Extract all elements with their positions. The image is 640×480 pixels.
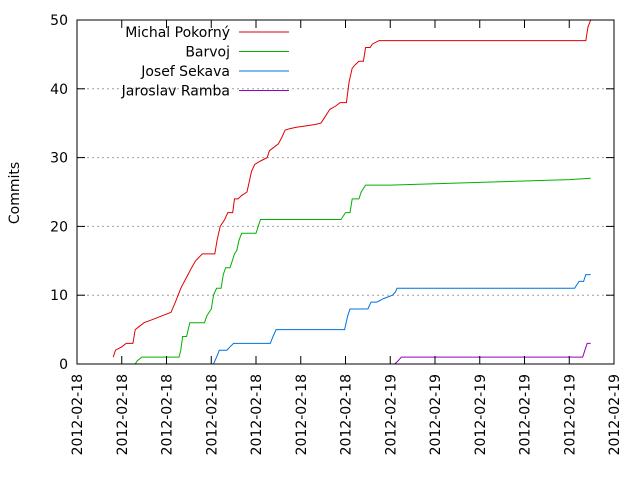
x-tick-label: 2012-02-19 bbox=[383, 374, 399, 455]
x-tick-label: 2012-02-19 bbox=[473, 374, 489, 455]
x-tick-label: 2012-02-18 bbox=[339, 374, 355, 455]
y-axis-title: Commits bbox=[7, 162, 23, 224]
x-tick-label: 2012-02-19 bbox=[428, 374, 444, 455]
x-tick-label: 2012-02-18 bbox=[115, 374, 131, 455]
legend-label: Josef Sekava bbox=[140, 64, 230, 80]
y-tick-label: 50 bbox=[50, 13, 68, 29]
y-tick-label: 30 bbox=[50, 151, 68, 167]
legend-label: Barvoj bbox=[185, 45, 230, 61]
x-tick-label: 2012-02-19 bbox=[518, 374, 534, 455]
legend-label: Michal Pokorný bbox=[125, 25, 230, 41]
x-tick-label: 2012-02-18 bbox=[249, 374, 265, 455]
x-tick-label: 2012-02-19 bbox=[562, 374, 578, 455]
series-line-3 bbox=[213, 274, 591, 365]
legend-label: Jaroslav Ramba bbox=[121, 84, 230, 100]
x-tick-label: 2012-02-19 bbox=[607, 374, 623, 455]
y-tick-label: 10 bbox=[50, 288, 68, 304]
series-line-1 bbox=[112, 19, 592, 358]
grid bbox=[77, 88, 614, 296]
x-tick-label: 2012-02-18 bbox=[160, 374, 176, 455]
series-lines bbox=[112, 19, 592, 365]
x-ticks: 2012-02-18 2012-02-18 2012-02-18 2012-02-18… bbox=[70, 20, 623, 455]
series-line-2 bbox=[134, 177, 591, 365]
x-tick-label: 2012-02-18 bbox=[294, 374, 310, 455]
x-tick-label: 2012-02-18 bbox=[70, 374, 86, 455]
series-line-4 bbox=[394, 342, 591, 365]
legend: Michal Pokorný Barvoj Josef Sekava Jaroslav… bbox=[121, 25, 289, 100]
x-tick-label: 2012-02-18 bbox=[204, 374, 220, 455]
y-ticks: 0 10 20 30 40 50 bbox=[50, 13, 614, 373]
y-tick-label: 40 bbox=[50, 82, 68, 98]
y-tick-label: 20 bbox=[50, 219, 68, 235]
y-tick-label: 0 bbox=[59, 357, 68, 373]
